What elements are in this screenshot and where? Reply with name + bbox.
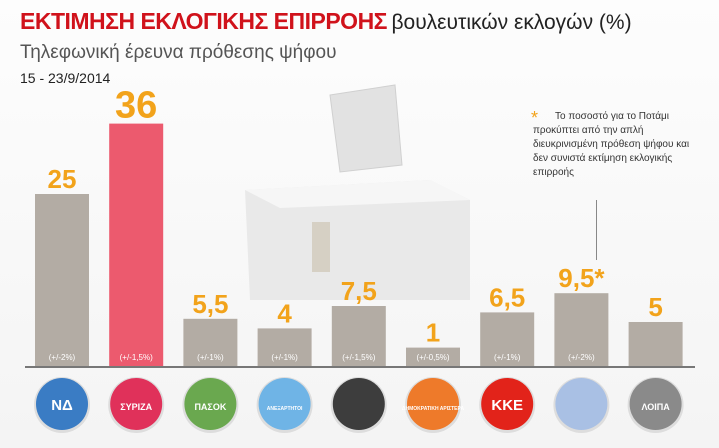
bar-9 (628, 322, 683, 366)
bar-7 (480, 312, 535, 366)
party-logo (481, 378, 534, 430)
value-label: 5 (648, 292, 662, 322)
party-logo (629, 378, 682, 430)
party-logo (407, 378, 459, 430)
margin-label: (+/-1,5%) (342, 353, 375, 362)
ballot-box-lid (245, 180, 470, 208)
value-label: 4 (277, 298, 292, 328)
party-logo (258, 378, 311, 430)
value-label: 5,5 (192, 289, 228, 319)
party-logo (184, 378, 237, 430)
ballot-box (245, 180, 470, 300)
party-logo (110, 378, 163, 430)
value-label: 7,5 (341, 276, 377, 306)
party-logo-text: ΠΑΣΟΚ (194, 402, 226, 412)
bar-4 (257, 328, 312, 366)
party-logo-text: ΚΚΕ (491, 397, 523, 414)
margin-label: (+/-0,5%) (416, 353, 449, 362)
title-rest: βουλευτικών εκλογών (%) (391, 11, 632, 34)
margin-label: (+/-1%) (271, 353, 298, 362)
subtitle: Τηλεφωνική έρευνα πρόθεσης ψήφου (20, 42, 337, 63)
bar-3 (183, 318, 238, 366)
ballot-paper (329, 84, 403, 173)
value-label: 36 (115, 85, 157, 127)
value-label: 9,5* (558, 263, 605, 293)
margin-label: (+/-1,5%) (120, 353, 153, 362)
value-label: 1 (426, 318, 440, 348)
party-logo-text: ΝΔ (51, 397, 73, 414)
party-logo-text: ΑΝΕΞΑΡΤΗΤΟΙ (267, 406, 303, 412)
bar-1 (35, 194, 89, 366)
margin-label: (+/-1%) (494, 353, 521, 362)
party-logo-text: ΣΥΡΙΖΑ (120, 402, 152, 412)
margin-label: (+/-1%) (197, 353, 224, 362)
value-label: 6,5 (489, 282, 525, 312)
survey-date: 15 - 23/9/2014 (20, 70, 111, 86)
ballot-box-seal (312, 222, 330, 272)
asterisk-icon: * (531, 108, 539, 128)
ballot-box-illustration (245, 84, 470, 300)
bar-5 (331, 306, 386, 366)
party-logo (555, 378, 608, 430)
margin-label: (+/-2%) (568, 353, 595, 362)
title-bold: ΕΚΤΙΜΗΣΗ ΕΚΛΟΓΙΚΗΣ ΕΠΙΡΡΟΗΣ (20, 8, 387, 34)
bar-2 (109, 123, 164, 366)
margin-label: (+/-2%) (49, 353, 76, 362)
chart-title: ΕΚΤΙΜΗΣΗ ΕΚΛΟΓΙΚΗΣ ΕΠΙΡΡΟΗΣ βουλευτικών … (20, 8, 632, 35)
party-logo (36, 378, 88, 430)
footnote-pointer (596, 200, 597, 260)
value-label: 25 (48, 164, 77, 194)
party-logo-text: ΔΗΜΟΚΡΑΤΙΚΗ ΑΡΙΣΤΕΡΑ (402, 406, 465, 412)
party-logo-text: ΛΟΙΠΑ (641, 402, 670, 412)
party-logo (332, 378, 385, 430)
bar-6 (406, 347, 460, 366)
bar-8 (554, 293, 609, 366)
footnote: Το ποσοστό για το Ποτάμι προκύπτει από τ… (533, 111, 690, 178)
